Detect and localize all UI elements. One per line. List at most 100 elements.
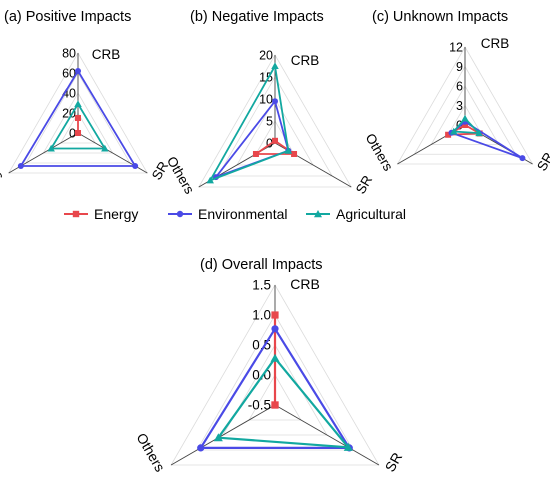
data-point-others [47, 144, 55, 152]
data-point-sr [475, 129, 483, 137]
grid-ring [413, 65, 517, 155]
data-point-others [445, 131, 452, 138]
legend-label: Energy [94, 206, 138, 222]
data-point-sr [284, 146, 293, 154]
axis-label-others: Others [0, 140, 7, 183]
tick-label: 6 [456, 80, 463, 94]
grid-ring [8, 52, 148, 174]
axis-label-others: Others [133, 430, 168, 474]
axis-label-others: Others [363, 131, 396, 174]
tick-label: 10 [259, 93, 273, 107]
axis-label-crb: CRB [291, 53, 320, 68]
legend-item-energy: Energy [64, 206, 138, 222]
data-point-sr [343, 442, 353, 451]
tick-label: 0 [69, 127, 76, 141]
data-point-crb [75, 68, 81, 74]
legend-marker [314, 210, 322, 218]
series-energy [252, 137, 298, 157]
grid-ring [430, 85, 500, 145]
axis-spoke-others [170, 404, 276, 466]
legend-marker [72, 210, 80, 218]
data-point-sr [101, 144, 109, 152]
tick-label: 0.0 [252, 368, 271, 383]
grid-ring [170, 284, 380, 466]
tick-label: 5 [266, 115, 273, 129]
panel-title: (d) Overall Impacts [200, 257, 322, 273]
tick-label: 9 [456, 60, 463, 74]
grid-ring [42, 92, 114, 154]
data-point-sr [132, 163, 139, 169]
series-agricultural [206, 62, 293, 184]
data-point-others [449, 127, 458, 135]
axis-label-crb: CRB [290, 276, 320, 292]
tick-label: 20 [62, 107, 76, 121]
data-point-others [197, 444, 205, 452]
series-line [209, 65, 290, 182]
data-point-others [206, 176, 214, 184]
legend-marker [176, 210, 184, 218]
data-point-crb [74, 100, 82, 107]
grid-ring [217, 76, 333, 177]
grid-ring [59, 112, 97, 144]
series-line [217, 357, 350, 449]
tick-label: 12 [449, 41, 463, 55]
series-environmental [17, 68, 139, 169]
data-point-crb [75, 115, 81, 121]
data-point-crb [270, 353, 280, 362]
data-point-crb [272, 137, 278, 144]
grid-ring [196, 314, 354, 451]
grid-ring [198, 54, 352, 188]
series-agricultural [213, 353, 353, 451]
tick-label: -0.5 [248, 398, 271, 413]
grid-ring [248, 374, 302, 421]
axis-label-sr: SR [382, 450, 406, 475]
data-point-others [75, 130, 81, 136]
tick-label: 60 [62, 67, 76, 81]
series-line [255, 139, 295, 155]
data-point-crb [271, 325, 279, 333]
series-energy [271, 311, 279, 409]
axis-label-others: Others [164, 154, 197, 197]
data-point-others [271, 401, 279, 409]
axis-label-sr: SR [353, 173, 375, 197]
data-point-crb [462, 122, 468, 128]
tick-label: 80 [62, 47, 76, 61]
legend-label: Agricultural [336, 206, 406, 222]
axis-label-sr: SR [534, 150, 550, 174]
data-point-others [252, 151, 259, 157]
legend-item-environmental: Environmental [168, 206, 288, 222]
series-line [19, 70, 137, 167]
series-line [199, 327, 351, 449]
data-point-crb [461, 114, 469, 122]
axis-spoke-sr [274, 404, 380, 466]
data-point-crb [272, 98, 278, 105]
panel-title: (c) Unknown Impacts [372, 9, 508, 25]
grid-ring [25, 72, 131, 164]
data-point-sr [291, 151, 298, 157]
legend: Energy Environmental Agricultural [64, 206, 406, 222]
legend-label: Environmental [198, 206, 288, 222]
series-line [447, 124, 481, 136]
grid-ring [236, 98, 314, 166]
tick-label: 1.5 [252, 278, 271, 293]
axis-label-crb: CRB [92, 47, 121, 62]
data-point-others [213, 433, 223, 442]
data-point-others [17, 163, 24, 169]
radar-panel-4: (d) Overall Impacts-0.50.00.51.01.5 CRBSR… [133, 257, 405, 475]
tick-label: 1.0 [252, 308, 271, 323]
data-point-sr [519, 155, 526, 162]
data-point-crb [271, 311, 279, 319]
series-energy [75, 115, 81, 136]
panel-title: (b) Negative Impacts [190, 9, 324, 25]
data-point-crb [271, 62, 279, 69]
series-agricultural [449, 114, 483, 137]
panel-title: (a) Positive Impacts [4, 9, 131, 25]
grid-ring [396, 46, 534, 165]
series-line [50, 103, 106, 150]
tick-label: 3 [456, 99, 463, 113]
tick-label: 20 [259, 49, 273, 63]
